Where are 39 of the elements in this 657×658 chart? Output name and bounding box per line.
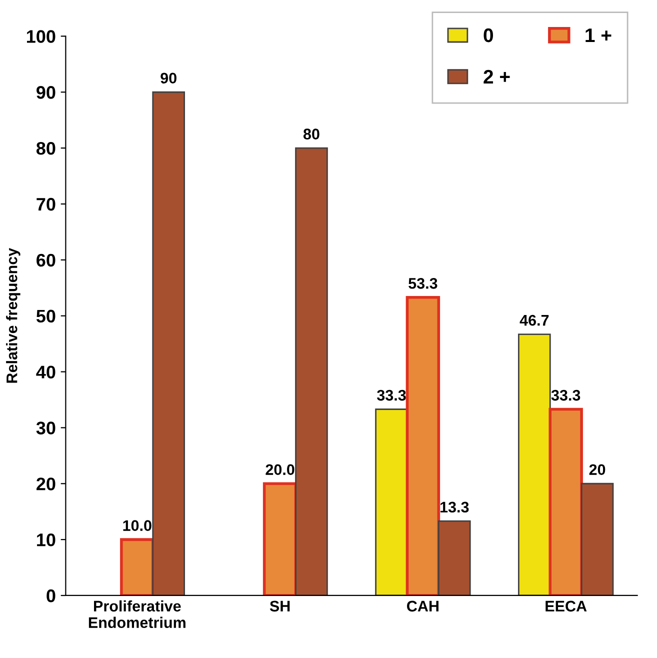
data-label: 20.0	[266, 464, 294, 476]
legend-label: 1 +	[586, 28, 612, 42]
y-tick-label: 60	[36, 254, 56, 267]
data-label: 33.3	[376, 390, 406, 401]
x-tick-label: Proliferative Endometrium	[88, 600, 186, 628]
y-tick-label: 10	[37, 533, 56, 546]
y-tick-label: 70	[36, 198, 56, 211]
y-tick-label: 50	[36, 310, 56, 323]
x-tick-label: SH	[270, 600, 290, 612]
y-tick-label: 90	[36, 86, 56, 99]
data-label: 80	[303, 128, 320, 140]
legend-label: 2 +	[484, 70, 510, 84]
y-axis-title: Relative frequency	[6, 248, 20, 383]
x-tick-label: EECA	[546, 600, 587, 612]
data-label: 13.3	[440, 502, 469, 513]
bar	[438, 520, 471, 596]
y-tick-label: 40	[36, 366, 56, 378]
legend-label: 0	[484, 28, 493, 42]
data-label: 33.3	[551, 390, 580, 401]
data-label: 10.0	[123, 520, 152, 531]
bar	[406, 296, 440, 596]
bar	[375, 408, 408, 596]
y-tick-label: 20	[36, 478, 56, 490]
bar	[548, 408, 583, 596]
bar	[295, 147, 328, 596]
y-tick-label: 100	[26, 30, 56, 43]
data-label: 20	[589, 464, 606, 476]
bar	[518, 334, 551, 596]
data-label: 90	[160, 72, 176, 84]
y-tick-label: 0	[46, 589, 56, 602]
x-tick-label: CAH	[407, 600, 438, 612]
bar	[152, 91, 185, 596]
bar	[120, 538, 154, 596]
data-label: 46.7	[520, 314, 549, 326]
y-tick-label: 80	[36, 142, 56, 155]
y-tick-label: 30	[36, 422, 56, 434]
bar	[262, 482, 298, 596]
bar	[580, 482, 614, 596]
data-label: 53.3	[408, 278, 438, 289]
